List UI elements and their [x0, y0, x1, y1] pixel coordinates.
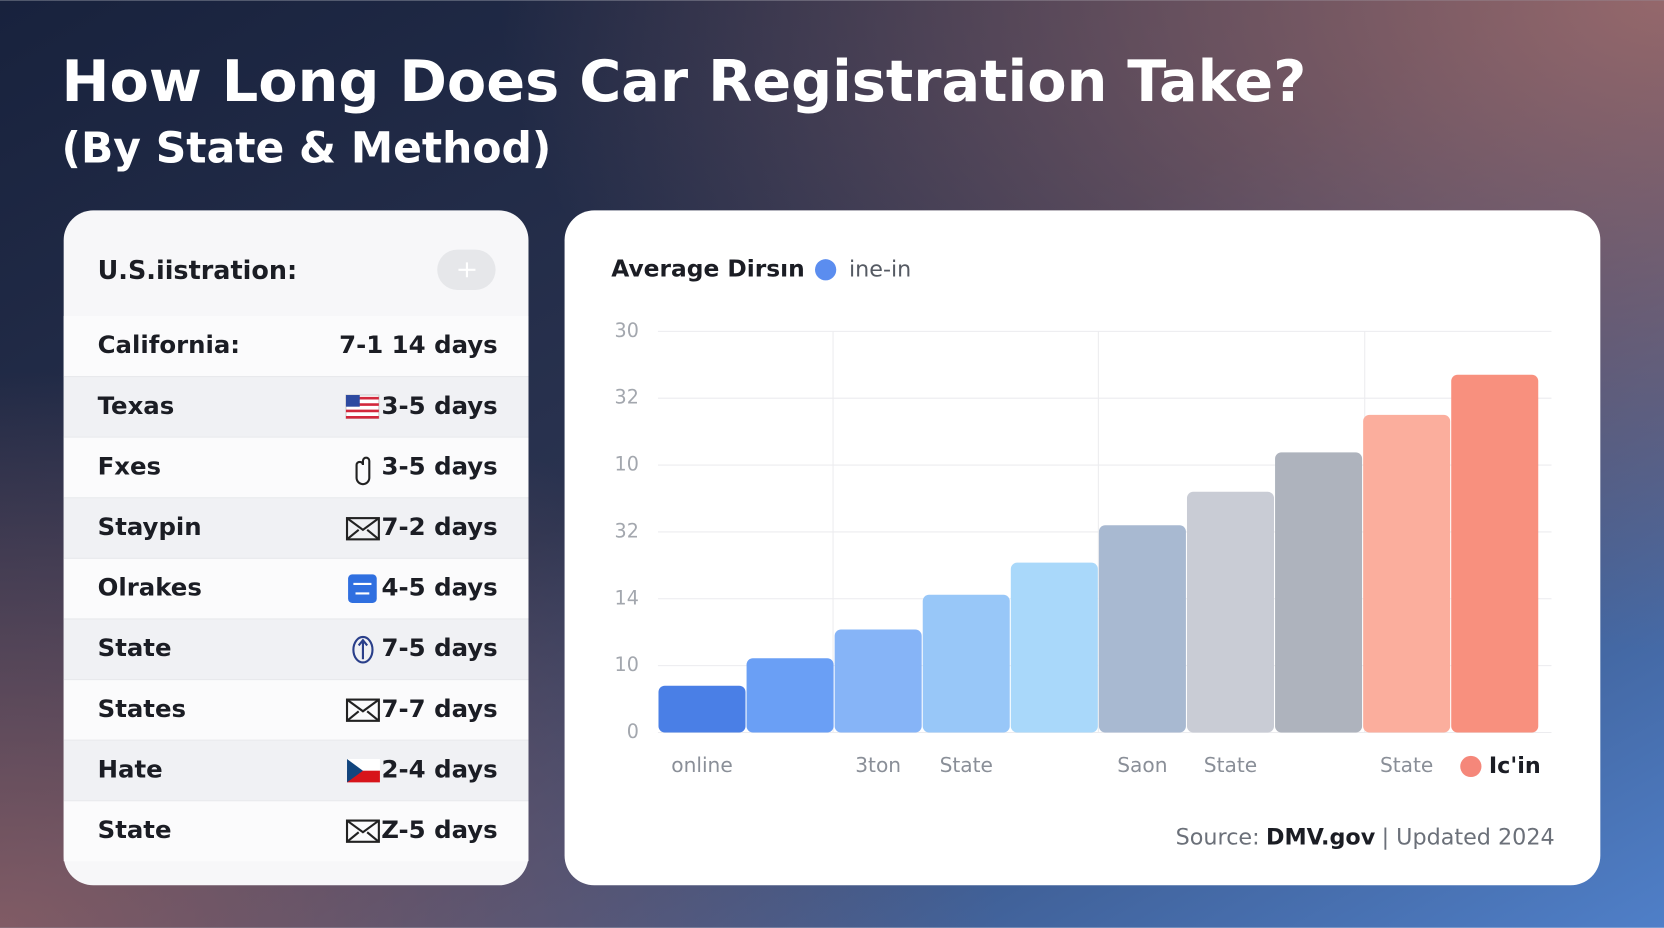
- y-tick-label: 32: [615, 519, 639, 542]
- x-tick-label: 3ton: [855, 753, 901, 777]
- hand-icon: [355, 456, 371, 486]
- x-tick-label: Saon: [1117, 753, 1167, 777]
- source-prefix: Source:: [1176, 824, 1260, 850]
- x-tick-label: State: [1380, 753, 1433, 777]
- row-background: [63, 437, 529, 498]
- legend-label: Ic'in: [1489, 753, 1541, 779]
- row-label: State: [98, 815, 172, 844]
- y-tick-label: 14: [615, 586, 639, 609]
- legend-swatch: [815, 259, 837, 281]
- row-value: 7-1 14 days: [339, 330, 498, 359]
- row-background: [63, 800, 529, 862]
- row-value: 2-4 days: [382, 754, 498, 783]
- legend-swatch: [1460, 755, 1482, 778]
- row-value: 3-5 days: [382, 391, 498, 420]
- source-note: Source: DMV.gov | Updated 2024: [1176, 824, 1555, 850]
- row-label: State: [98, 633, 172, 662]
- x-tick-label: online: [671, 753, 732, 777]
- envelope-icon: [345, 698, 380, 722]
- y-tick-label: 0: [627, 720, 639, 743]
- bar: [1363, 414, 1451, 733]
- row-background: [63, 740, 529, 801]
- table-rows: California: 7-1 14 days Texas 3-5 days Fxes 3…: [63, 315, 529, 862]
- row-background: [63, 315, 529, 377]
- envelope-icon: [345, 517, 380, 541]
- y-tick-label: 30: [615, 319, 639, 342]
- row-label: Fxes: [98, 451, 161, 480]
- row-label: Staypin: [98, 512, 202, 541]
- compass-icon: [352, 635, 374, 664]
- row-background: [63, 376, 529, 438]
- y-tick-label: 10: [615, 453, 639, 476]
- y-tick-label: 32: [615, 386, 639, 409]
- page-title: How Long Does Car Registration Take?: [62, 48, 1307, 115]
- source-site: DMV.gov: [1266, 824, 1376, 850]
- row-background: [63, 558, 529, 619]
- bar: [1275, 452, 1363, 733]
- page-subtitle: (By State & Method): [62, 124, 552, 173]
- x-tick-label: State: [940, 753, 993, 777]
- row-value: 4-5 days: [382, 573, 498, 602]
- row-label: California:: [98, 330, 240, 359]
- bar: [1186, 491, 1274, 733]
- row-value: 3-5 days: [382, 451, 498, 480]
- row-background: [63, 497, 529, 559]
- toggle-icon: [458, 262, 476, 278]
- row-icons: [345, 394, 380, 843]
- row-value: 7-7 days: [382, 694, 498, 723]
- chart: 0 10 14 32 10 32 30 online 3ton State Saon State Sta…: [615, 256, 1555, 850]
- source-updated: | Updated 2024: [1382, 824, 1555, 850]
- y-tick-label: 10: [615, 653, 639, 676]
- bar: [1451, 374, 1539, 733]
- bar: [834, 629, 922, 733]
- us-flag-icon: [345, 394, 380, 419]
- row-value: 7-5 days: [382, 633, 498, 662]
- row-label: Hate: [98, 754, 163, 783]
- legend-label: ine-in: [849, 256, 911, 282]
- row-label: Texas: [98, 391, 175, 420]
- row-background: [63, 618, 529, 680]
- badge-icon: [348, 574, 377, 604]
- row-label: Olrakes: [98, 573, 202, 602]
- bar: [1010, 562, 1098, 733]
- table-header: U.S.iistration:: [98, 256, 298, 286]
- czech-flag-icon: [347, 759, 380, 783]
- x-tick-label: State: [1204, 753, 1257, 777]
- bar: [746, 658, 834, 733]
- envelope-icon: [345, 819, 380, 843]
- bar: [1098, 525, 1186, 733]
- bar: [922, 594, 1010, 733]
- chart-title: Average Dirsın: [611, 254, 805, 282]
- row-label: States: [98, 694, 186, 723]
- row-value: 7-2 days: [382, 512, 498, 541]
- bar: [658, 685, 746, 733]
- row-value: Z-5 days: [381, 815, 497, 844]
- row-background: [63, 679, 529, 741]
